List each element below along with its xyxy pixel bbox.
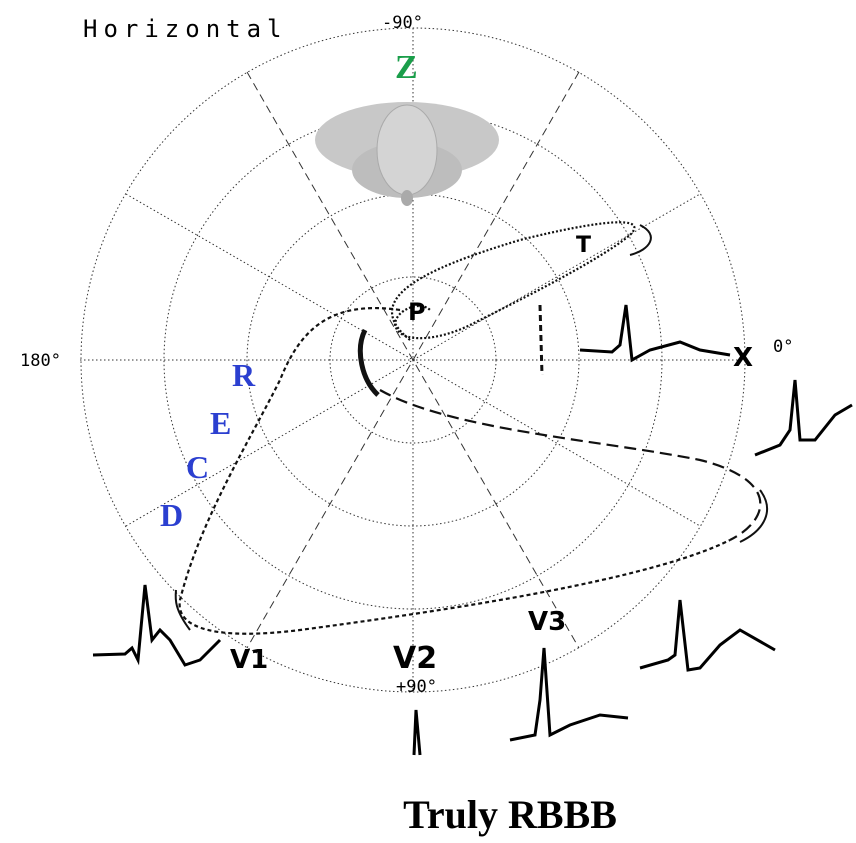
wave-label: T	[576, 233, 591, 258]
vcg-diagram: Horizontal -90° 180° 0° +90° Z X P T V1 …	[0, 0, 856, 843]
loop-letter: E	[210, 405, 231, 441]
lead-label: V1	[230, 645, 268, 675]
lead-label: V3	[528, 607, 566, 637]
axis-label: +90°	[396, 677, 437, 697]
head-figure	[315, 102, 499, 206]
axis-label: -90°	[382, 13, 423, 33]
loop-letter: R	[232, 357, 256, 393]
vector-loops	[176, 222, 767, 633]
axis-label: 0°	[773, 337, 793, 357]
loop-letter: C	[186, 449, 209, 485]
lead-label: V2	[393, 641, 437, 676]
caption: Truly RBBB	[403, 792, 617, 837]
axis-name: Z	[395, 49, 418, 86]
title: Horizontal	[83, 15, 288, 43]
loop-letter: D	[160, 497, 183, 533]
axis-label: 180°	[20, 351, 61, 371]
wave-label: P	[408, 298, 426, 326]
axis-name: X	[733, 343, 753, 373]
